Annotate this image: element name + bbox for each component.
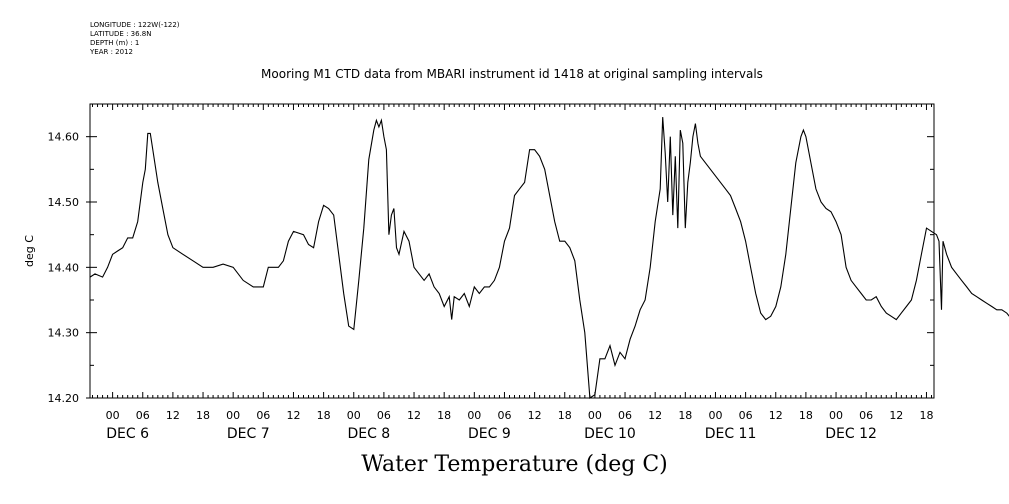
year-label: YEAR : 2012 bbox=[90, 48, 133, 56]
hour-tick-label: 00 bbox=[347, 409, 361, 422]
hour-tick-label: 06 bbox=[256, 409, 270, 422]
hour-tick-label: 06 bbox=[618, 409, 632, 422]
hour-tick-label: 18 bbox=[196, 409, 210, 422]
hour-tick-label: 18 bbox=[437, 409, 451, 422]
hour-tick-label: 00 bbox=[588, 409, 602, 422]
hour-tick-label: 06 bbox=[377, 409, 391, 422]
hour-tick-label: 12 bbox=[648, 409, 662, 422]
hour-tick-label: 00 bbox=[708, 409, 722, 422]
day-label: DEC 10 bbox=[584, 426, 636, 442]
hour-tick-label: 18 bbox=[919, 409, 933, 422]
hour-tick-label: 18 bbox=[558, 409, 572, 422]
hour-tick-label: 18 bbox=[678, 409, 692, 422]
y-tick-label: 14.20 bbox=[48, 392, 80, 405]
day-label: DEC 11 bbox=[705, 426, 757, 442]
longitude-label: LONGITUDE : 122W(-122) bbox=[90, 21, 180, 29]
y-tick-label: 14.30 bbox=[48, 327, 80, 340]
hour-tick-label: 12 bbox=[407, 409, 421, 422]
hour-tick-label: 12 bbox=[166, 409, 180, 422]
hour-tick-label: 06 bbox=[136, 409, 150, 422]
hour-tick-label: 12 bbox=[528, 409, 542, 422]
x-axis-title: Water Temperature (deg C) bbox=[361, 452, 668, 477]
hour-tick-label: 00 bbox=[226, 409, 240, 422]
hour-tick-label: 00 bbox=[467, 409, 481, 422]
hour-tick-label: 06 bbox=[739, 409, 753, 422]
station-metadata: LONGITUDE : 122W(-122) LATITUDE : 36.8N … bbox=[90, 21, 180, 57]
hour-tick-label: 12 bbox=[286, 409, 300, 422]
axis-ticks bbox=[86, 103, 934, 399]
depth-label: DEPTH (m) : 1 bbox=[90, 39, 140, 47]
chart-title: Mooring M1 CTD data from MBARI instrumen… bbox=[261, 67, 763, 81]
day-label: DEC 8 bbox=[347, 426, 390, 442]
latitude-label: LATITUDE : 36.8N bbox=[90, 30, 152, 38]
hour-tick-label: 12 bbox=[769, 409, 783, 422]
axis-labels: 00 06 12 18 00 06 12 18 00 06 12 18 00 06 12 18 00 06 12 18… bbox=[48, 131, 934, 442]
hour-tick-label: 06 bbox=[497, 409, 511, 422]
day-label: DEC 9 bbox=[468, 426, 511, 442]
y-axis-label: deg C bbox=[23, 235, 36, 267]
y-tick-label: 14.60 bbox=[48, 131, 80, 144]
hour-tick-label: 12 bbox=[889, 409, 903, 422]
plot-frame bbox=[89, 103, 935, 399]
hour-tick-label: 18 bbox=[317, 409, 331, 422]
hour-tick-label: 18 bbox=[799, 409, 813, 422]
hour-tick-label: 00 bbox=[106, 409, 120, 422]
y-tick-label: 14.50 bbox=[48, 196, 80, 209]
temperature-line bbox=[89, 117, 1009, 399]
hour-tick-label: 00 bbox=[829, 409, 843, 422]
y-tick-label: 14.40 bbox=[48, 261, 80, 274]
day-label: DEC 12 bbox=[825, 426, 877, 442]
hour-tick-label: 06 bbox=[859, 409, 873, 422]
day-label: DEC 6 bbox=[106, 426, 149, 442]
day-label: DEC 7 bbox=[227, 426, 270, 442]
